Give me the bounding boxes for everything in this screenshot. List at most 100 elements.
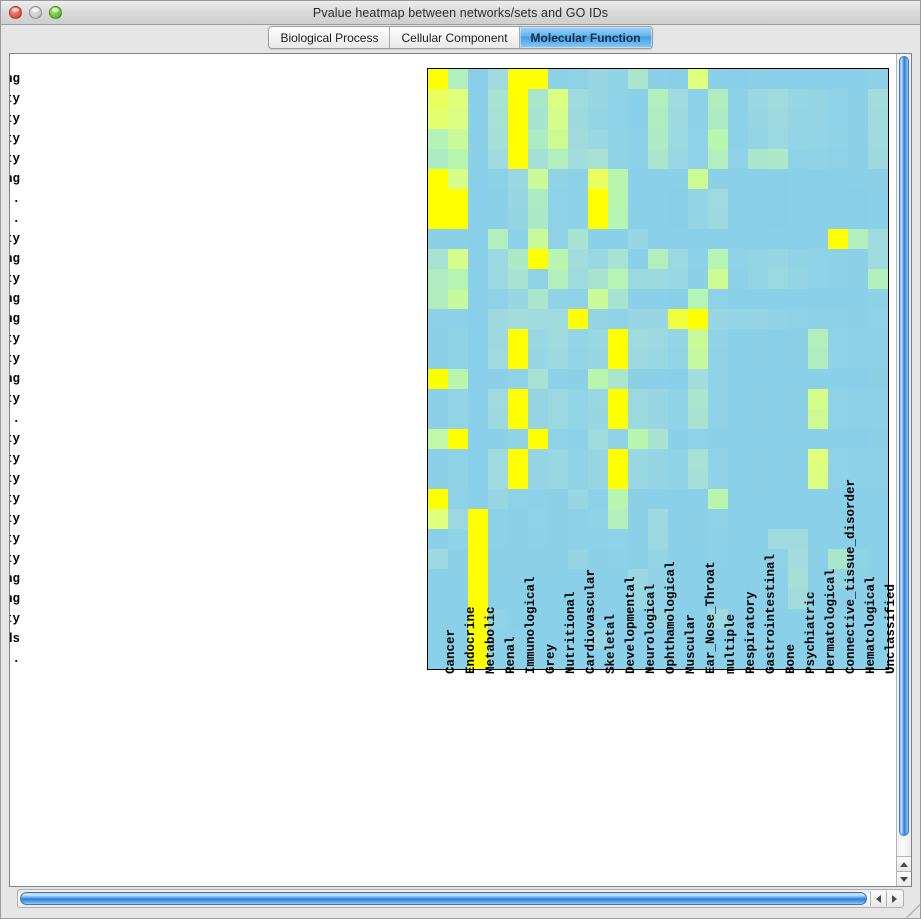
heatmap-cell[interactable] [428,209,448,229]
heatmap-cell[interactable] [548,269,568,289]
heatmap-cell[interactable] [688,589,708,609]
heatmap-cell[interactable] [828,189,848,209]
heatmap-cell[interactable] [788,369,808,389]
heatmap-cell[interactable] [848,109,868,129]
heatmap-cell[interactable] [548,69,568,89]
heatmap-cell[interactable] [728,349,748,369]
heatmap-cell[interactable] [748,229,768,249]
heatmap-cell[interactable] [708,69,728,89]
heatmap-cell[interactable] [568,649,588,669]
heatmap-cell[interactable] [548,389,568,409]
heatmap-cell[interactable] [808,609,828,629]
heatmap-cell[interactable] [788,389,808,409]
heatmap-cell[interactable] [788,349,808,369]
heatmap-cell[interactable] [588,589,608,609]
heatmap-cell[interactable] [528,589,548,609]
heatmap-cell[interactable] [448,129,468,149]
heatmap-cell[interactable] [788,509,808,529]
heatmap-cell[interactable] [728,529,748,549]
heatmap-cell[interactable] [448,109,468,129]
heatmap-cell[interactable] [668,149,688,169]
heatmap-cell[interactable] [568,389,588,409]
heatmap-cell[interactable] [668,429,688,449]
heatmap-cell[interactable] [608,209,628,229]
heatmap-cell[interactable] [508,569,528,589]
heatmap-cell[interactable] [628,609,648,629]
heatmap-cell[interactable] [448,629,468,649]
heatmap-cell[interactable] [748,449,768,469]
heatmap-cell[interactable] [748,329,768,349]
heatmap-cell[interactable] [688,509,708,529]
heatmap-cell[interactable] [788,169,808,189]
heatmap-cell[interactable] [528,509,548,529]
heatmap-cell[interactable] [548,89,568,109]
heatmap-cell[interactable] [668,349,688,369]
heatmap-cell[interactable] [808,149,828,169]
heatmap-cell[interactable] [688,349,708,369]
heatmap-cell[interactable] [868,549,888,569]
heatmap-cell[interactable] [828,549,848,569]
heatmap-cell[interactable] [648,529,668,549]
heatmap-cell[interactable] [808,389,828,409]
heatmap-cell[interactable] [588,289,608,309]
heatmap-cell[interactable] [508,189,528,209]
heatmap-cell[interactable] [568,409,588,429]
heatmap-cell[interactable] [768,269,788,289]
heatmap-cell[interactable] [508,349,528,369]
heatmap-cell[interactable] [528,329,548,349]
heatmap-cell[interactable] [548,149,568,169]
heatmap-cell[interactable] [748,389,768,409]
heatmap-cell[interactable] [628,269,648,289]
heatmap-cell[interactable] [588,209,608,229]
heatmap-cell[interactable] [488,589,508,609]
heatmap-cell[interactable] [868,209,888,229]
heatmap-cell[interactable] [548,369,568,389]
heatmap-cell[interactable] [748,429,768,449]
heatmap-cell[interactable] [748,509,768,529]
heatmap-cell[interactable] [608,549,628,569]
heatmap-cell[interactable] [588,69,608,89]
heatmap-cell[interactable] [488,489,508,509]
heatmap-cell[interactable] [488,329,508,349]
heatmap-cell[interactable] [768,149,788,169]
heatmap-cell[interactable] [648,549,668,569]
heatmap-cell[interactable] [748,649,768,669]
heatmap-cell[interactable] [508,449,528,469]
heatmap-cell[interactable] [848,589,868,609]
heatmap-cell[interactable] [828,629,848,649]
close-button[interactable] [9,6,22,19]
heatmap-cell[interactable] [708,389,728,409]
heatmap-cell[interactable] [508,309,528,329]
heatmap-cell[interactable] [788,649,808,669]
heatmap-cell[interactable] [708,169,728,189]
heatmap-cell[interactable] [468,629,488,649]
heatmap-cell[interactable] [868,649,888,669]
heatmap-cell[interactable] [588,549,608,569]
heatmap-cell[interactable] [648,589,668,609]
heatmap-cell[interactable] [468,449,488,469]
heatmap-cell[interactable] [828,149,848,169]
heatmap-cell[interactable] [828,309,848,329]
heatmap-cell[interactable] [688,249,708,269]
heatmap-cell[interactable] [728,409,748,429]
heatmap-cell[interactable] [648,649,668,669]
heatmap-cell[interactable] [508,329,528,349]
heatmap-cell[interactable] [828,269,848,289]
heatmap-cell[interactable] [808,89,828,109]
heatmap-cell[interactable] [708,609,728,629]
heatmap-cell[interactable] [688,569,708,589]
heatmap-cell[interactable] [668,409,688,429]
tab-molecular-function[interactable]: Molecular Function [519,27,652,48]
heatmap-cell[interactable] [628,529,648,549]
heatmap-cell[interactable] [448,529,468,549]
heatmap-cell[interactable] [808,209,828,229]
heatmap-cell[interactable] [868,109,888,129]
heatmap-cell[interactable] [868,89,888,109]
heatmap-cell[interactable] [848,349,868,369]
heatmap-cell[interactable] [448,249,468,269]
heatmap-cell[interactable] [668,609,688,629]
heatmap-cell[interactable] [708,509,728,529]
heatmap-cell[interactable] [588,389,608,409]
heatmap-cell[interactable] [448,189,468,209]
heatmap-cell[interactable] [428,529,448,549]
